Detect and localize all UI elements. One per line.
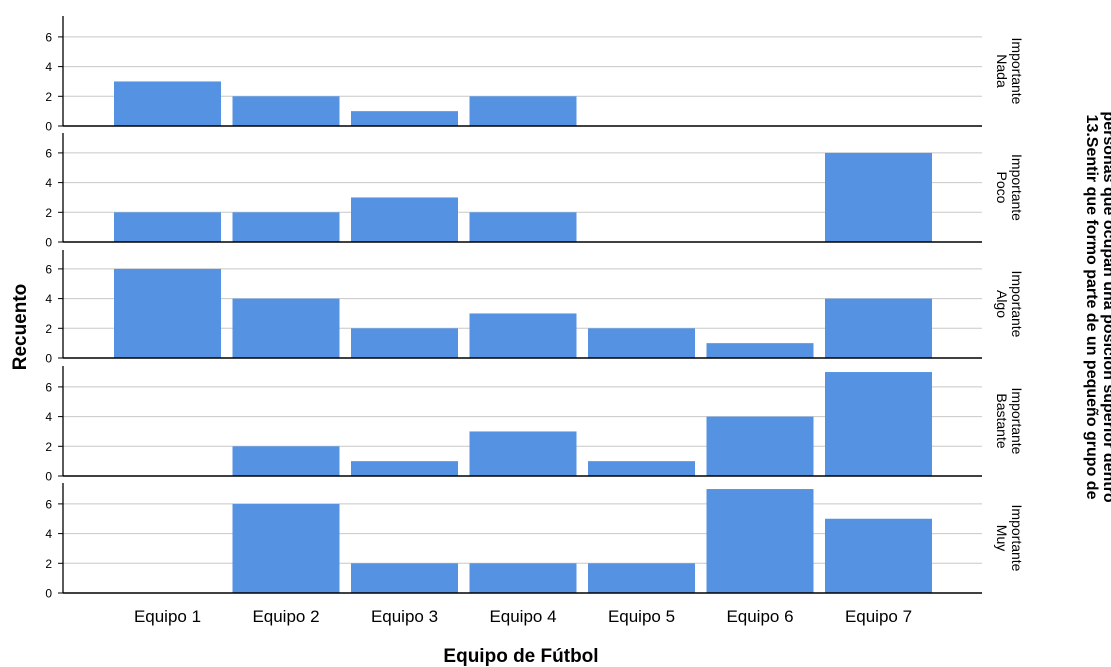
panel-label: Algo Importante (994, 271, 1025, 338)
panel-label-line: Poco (994, 172, 1010, 204)
y-tick-label: 0 (45, 236, 52, 250)
panel-label-line: Importante (1009, 271, 1025, 338)
facet-title: 13.Sentir que formo parte de un pequeño … (1083, 111, 1111, 502)
bar-equipo-3 (351, 461, 458, 476)
bar-equipo-7 (825, 152, 932, 242)
bar-equipo-5 (588, 328, 695, 358)
y-tick-label: 6 (45, 262, 52, 276)
bar-equipo-3 (351, 563, 458, 593)
panel-4: 0 2 4 6 Bastante Importante (45, 366, 1025, 484)
bar-equipo-1 (114, 268, 221, 358)
facet-title-line: personas que ocupan una posición superio… (1100, 111, 1111, 502)
bar-equipo-7 (825, 518, 932, 593)
x-tick-label: Equipo 2 (252, 607, 319, 626)
bar-equipo-4 (469, 313, 577, 358)
bar-equipo-7 (825, 372, 932, 476)
panel-2: 0 2 4 6 Poco Importante (45, 133, 1025, 250)
bar-equipo-4 (469, 212, 577, 242)
panel-label-line: Bastante (994, 393, 1010, 448)
panel-label-line: Importante (1009, 505, 1025, 572)
bar-equipo-3 (351, 197, 458, 242)
panel-label-line: Nada (994, 54, 1010, 88)
bar-equipo-2 (232, 96, 340, 126)
panel-1: 0 2 4 6 Nada Importante (45, 16, 1025, 134)
panel-label-line: Importante (1009, 154, 1025, 221)
bar-equipo-3 (351, 111, 458, 126)
x-tick-label: Equipo 3 (371, 607, 438, 626)
bar-equipo-2 (232, 212, 340, 242)
bar-equipo-6 (706, 343, 814, 358)
panel-label-line: Importante (1009, 388, 1025, 455)
panel-label: Nada Importante (994, 38, 1025, 105)
y-tick-label: 4 (45, 176, 52, 190)
x-axis: Equipo 1 Equipo 2 Equipo 3 Equipo 4 Equipo 5… (134, 607, 912, 626)
x-tick-label: Equipo 6 (726, 607, 793, 626)
y-tick-label: 2 (45, 557, 52, 571)
bar-equipo-5 (588, 563, 695, 593)
y-tick-label: 6 (45, 380, 52, 394)
y-axis-label: Recuento (10, 284, 31, 371)
panel-label: Bastante Importante (994, 388, 1025, 455)
panel-3: 0 2 4 6 Algo Importante (45, 250, 1025, 366)
bar-equipo-4 (469, 563, 577, 593)
y-tick-label: 2 (45, 90, 52, 104)
facet-title-line: 13.Sentir que formo parte de un pequeño … (1083, 115, 1100, 500)
y-tick-label: 4 (45, 527, 52, 541)
bar-equipo-6 (706, 489, 814, 593)
bar-equipo-6 (706, 416, 814, 476)
x-axis-label: Equipo de Fútbol (443, 646, 598, 667)
y-tick-label: 0 (45, 120, 52, 134)
y-tick-label: 4 (45, 292, 52, 306)
y-tick-label: 0 (45, 352, 52, 366)
y-tick-label: 4 (45, 410, 52, 424)
bar-equipo-3 (351, 328, 458, 358)
bar-equipo-4 (469, 96, 577, 126)
x-tick-label: Equipo 1 (134, 607, 201, 626)
panel-label-line: Muy (994, 525, 1010, 551)
panel-label: Muy Importante (994, 505, 1025, 572)
x-tick-label: Equipo 5 (608, 607, 675, 626)
bar-equipo-2 (232, 298, 340, 358)
bar-equipo-2 (232, 503, 340, 593)
panel-label: Poco Importante (994, 154, 1025, 221)
y-tick-label: 6 (45, 497, 52, 511)
y-tick-label: 2 (45, 440, 52, 454)
y-tick-label: 0 (45, 587, 52, 601)
y-tick-label: 2 (45, 206, 52, 220)
y-tick-label: 6 (45, 146, 52, 160)
bar-equipo-5 (588, 461, 695, 476)
panel-label-line: Importante (1009, 38, 1025, 105)
panel-label-line: Algo (994, 290, 1010, 318)
x-tick-label: Equipo 4 (489, 607, 556, 626)
panel-5: 0 2 4 6 Muy Importante (45, 483, 1025, 601)
x-tick-label: Equipo 7 (845, 607, 912, 626)
y-tick-label: 6 (45, 30, 52, 44)
y-tick-label: 4 (45, 60, 52, 74)
bar-equipo-2 (232, 446, 340, 476)
y-tick-label: 0 (45, 470, 52, 484)
bar-equipo-4 (469, 431, 577, 476)
y-tick-label: 2 (45, 322, 52, 336)
bar-equipo-1 (114, 81, 221, 126)
bar-equipo-7 (825, 298, 932, 358)
bar-equipo-1 (114, 212, 221, 242)
